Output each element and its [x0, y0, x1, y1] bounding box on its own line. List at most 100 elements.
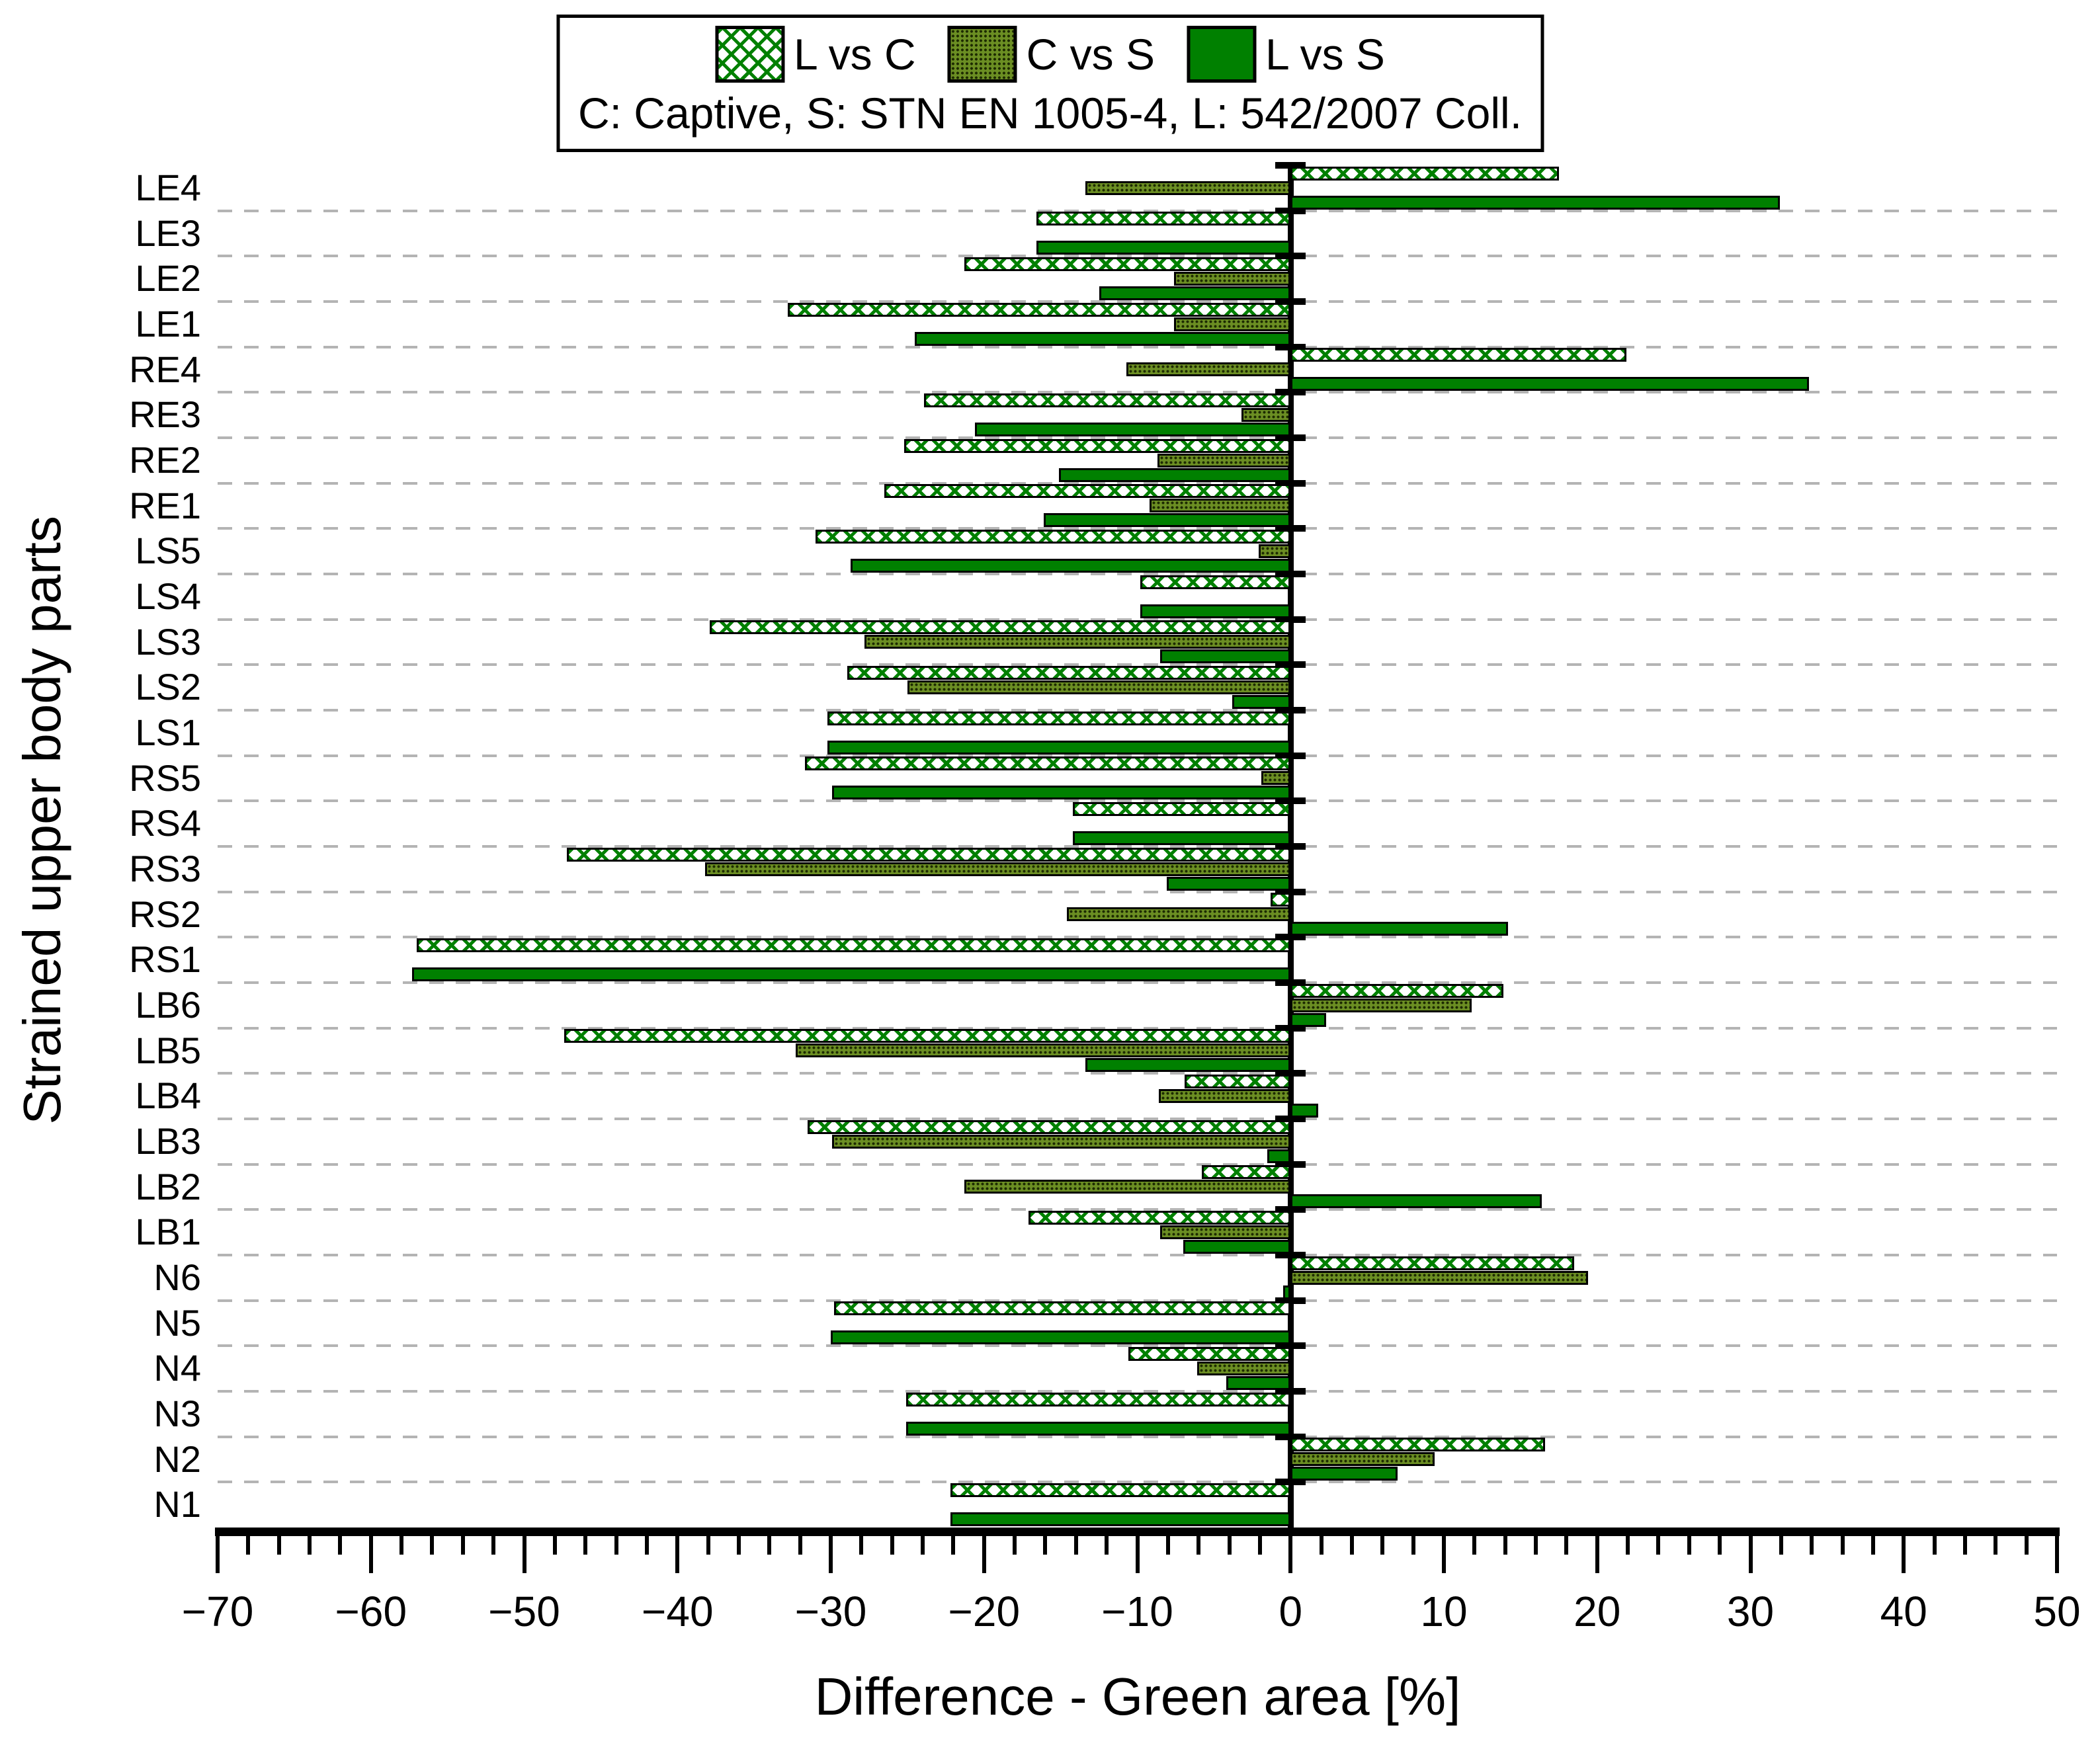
zero-axis-tick — [1275, 343, 1306, 350]
bar-N2-CvsS — [1290, 1452, 1435, 1467]
gridline — [218, 1208, 2057, 1211]
category-label-RS2: RS2 — [129, 893, 201, 935]
bar-LB6-CvsS — [1290, 998, 1472, 1012]
bar-LB2-LvsS — [1290, 1194, 1542, 1209]
x-major-tick — [522, 1536, 526, 1573]
category-label-LB5: LB5 — [135, 1029, 201, 1071]
x-major-tick — [368, 1536, 373, 1573]
bar-LE2-CvsS — [1174, 271, 1291, 286]
x-major-tick — [2055, 1536, 2059, 1573]
bar-N4-CvsS — [1197, 1361, 1291, 1375]
legend-label: C vs S — [1026, 30, 1155, 79]
gridline — [218, 618, 2057, 621]
x-major-tick — [216, 1536, 220, 1573]
zero-axis-tick — [1275, 1206, 1306, 1213]
zero-axis-tick — [1275, 1252, 1306, 1258]
x-minor-tick — [736, 1536, 741, 1555]
bar-N6-CvsS — [1290, 1270, 1588, 1285]
x-minor-tick — [308, 1536, 312, 1555]
x-minor-tick — [1994, 1536, 1998, 1555]
bar-RS5-LvsC — [804, 756, 1291, 771]
zero-axis-tick — [1275, 797, 1306, 805]
bar-N5-LvsC — [833, 1301, 1291, 1316]
x-minor-tick — [767, 1536, 772, 1555]
gridline — [218, 527, 2057, 530]
category-label-RS4: RS4 — [129, 802, 201, 844]
bar-N3-LvsS — [905, 1421, 1291, 1436]
legend-note: C: Captive, S: STN EN 1005-4, L: 542/200… — [577, 89, 1523, 138]
category-label-N4: N4 — [153, 1347, 201, 1389]
gridline — [218, 209, 2057, 212]
x-minor-tick — [1227, 1536, 1232, 1555]
bar-RE1-LvsC — [884, 484, 1291, 499]
x-minor-tick — [1564, 1536, 1569, 1555]
x-minor-tick — [1687, 1536, 1691, 1555]
bar-RE4-CvsS — [1126, 362, 1291, 377]
legend-item-l-vs-s: L vs S — [1187, 26, 1385, 83]
category-label-N5: N5 — [153, 1301, 201, 1344]
x-minor-tick — [552, 1536, 557, 1555]
x-minor-tick — [430, 1536, 435, 1555]
category-label-LE3: LE3 — [135, 212, 201, 254]
zero-axis-tick — [1275, 979, 1306, 986]
zero-axis-tick — [1275, 843, 1306, 850]
x-minor-tick — [1932, 1536, 1937, 1555]
gridline — [218, 1072, 2057, 1075]
x-major-tick — [1595, 1536, 1599, 1573]
x-minor-tick — [1043, 1536, 1048, 1555]
bar-RS3-LvsC — [567, 847, 1291, 862]
gridline — [218, 1344, 2057, 1348]
category-label-RE1: RE1 — [129, 484, 201, 526]
bar-LB4-LvsS — [1290, 1103, 1318, 1118]
x-minor-tick — [1656, 1536, 1661, 1555]
x-minor-tick — [1810, 1536, 1814, 1555]
zero-axis-tick — [1275, 1297, 1306, 1304]
x-minor-tick — [644, 1536, 649, 1555]
zero-axis-tick — [1275, 1479, 1306, 1486]
bar-N6-LvsC — [1290, 1256, 1574, 1270]
x-tick-label: −70 — [181, 1588, 254, 1635]
category-label-LE4: LE4 — [135, 167, 201, 208]
bar-RE2-LvsS — [1059, 468, 1291, 482]
bar-RS5-CvsS — [1261, 771, 1291, 786]
bar-RS5-LvsS — [832, 786, 1291, 800]
category-label-RS5: RS5 — [129, 756, 201, 799]
category-label-N6: N6 — [153, 1256, 201, 1298]
gridline — [218, 1162, 2057, 1166]
legend-series-row: L vs C C vs S L vs S — [578, 26, 1522, 83]
zero-axis-tick — [1275, 207, 1306, 214]
x-minor-tick — [1962, 1536, 1967, 1555]
x-minor-tick — [1534, 1536, 1538, 1555]
gridline — [218, 1390, 2057, 1393]
x-minor-tick — [1380, 1536, 1385, 1555]
bar-RS2-CvsS — [1066, 907, 1291, 922]
x-minor-tick — [1840, 1536, 1845, 1555]
x-minor-tick — [246, 1536, 251, 1555]
x-major-tick — [675, 1536, 680, 1573]
category-label-RE4: RE4 — [129, 348, 201, 390]
x-tick-label: −20 — [948, 1588, 1021, 1635]
x-minor-tick — [706, 1536, 710, 1555]
gridline — [218, 936, 2057, 939]
x-minor-tick — [1165, 1536, 1170, 1555]
bar-N3-LvsC — [905, 1392, 1291, 1406]
x-minor-tick — [1411, 1536, 1415, 1555]
zero-axis-tick — [1275, 479, 1306, 487]
x-major-tick — [829, 1536, 833, 1573]
bar-RE1-LvsS — [1044, 513, 1291, 528]
legend-label: L vs S — [1265, 30, 1385, 79]
zero-axis-tick — [1275, 888, 1306, 895]
x-major-tick — [1442, 1536, 1446, 1573]
gridline — [218, 799, 2057, 803]
gridline — [218, 1481, 2057, 1484]
zero-axis-tick — [1275, 571, 1306, 577]
bar-LS4-LvsC — [1140, 575, 1291, 589]
bar-LB1-LvsC — [1028, 1210, 1291, 1225]
category-label-LB6: LB6 — [135, 984, 201, 1026]
bar-N2-LvsS — [1290, 1467, 1398, 1481]
x-minor-tick — [1349, 1536, 1354, 1555]
bar-LS3-LvsC — [709, 620, 1291, 635]
x-major-tick — [1135, 1536, 1140, 1573]
x-minor-tick — [1870, 1536, 1875, 1555]
